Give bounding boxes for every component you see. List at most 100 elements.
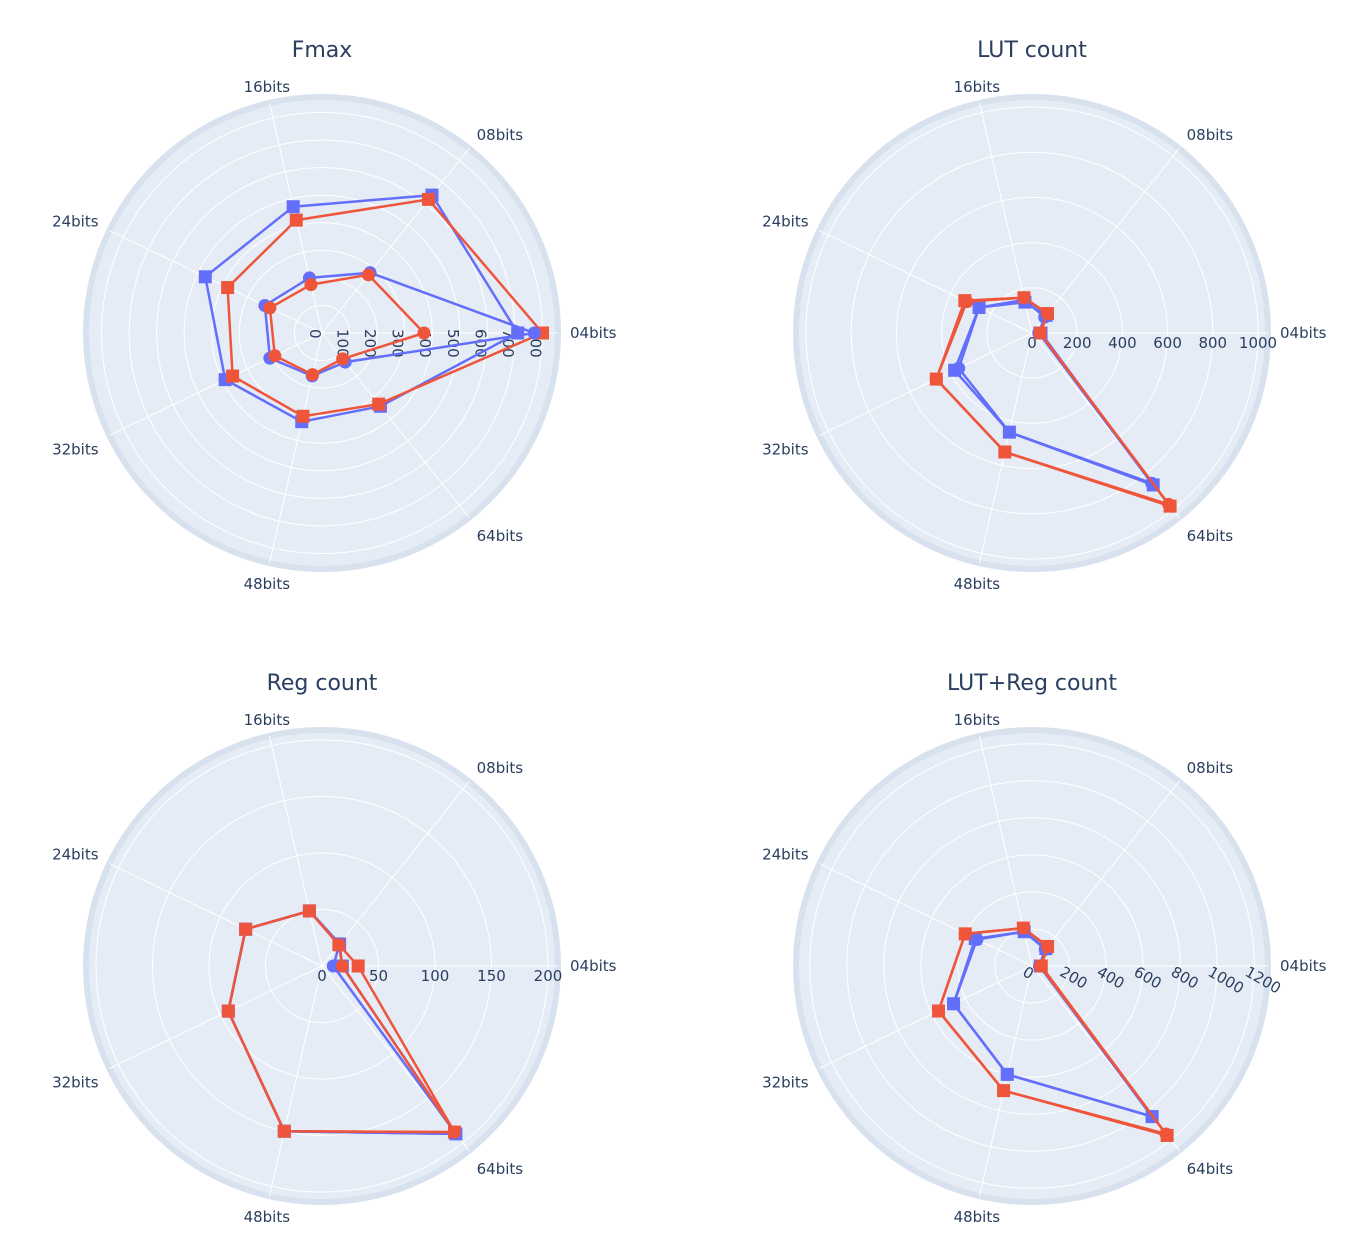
angular-label-08bits: 08bits [1187,126,1234,144]
radial-tick-label: 300 [389,329,407,358]
angular-label-24bits: 24bits [762,845,809,863]
data-point-circle [997,1084,1011,1098]
data-point-square [422,192,436,206]
angular-label-04bits: 04bits [570,957,617,975]
radar-panel-2: LUT count 04bits 08bits 16bits 24bits 32bits 4… [762,38,1327,593]
angular-label-24bits: 24bits [52,845,99,863]
angular-label-48bits: 48bits [954,575,1001,593]
angular-label-16bits: 16bits [954,711,1001,729]
grid-spoke [109,230,323,334]
data-point-circle [952,361,966,375]
radial-tick-label: 200 [534,967,563,985]
angular-label-16bits: 16bits [244,711,291,729]
angular-label-64bits: 64bits [1187,1160,1234,1178]
grid-spoke [1031,781,1180,967]
data-point-circle [263,301,277,315]
angular-label-48bits: 48bits [954,1208,1001,1226]
series-trace-4 [263,268,431,382]
grid-spoke [268,965,323,1197]
radial-tick-label: 100 [334,329,352,358]
radial-tick-label: 200 [1063,334,1092,352]
radial-tick-label: 0 [317,967,327,985]
data-point-square [296,409,310,423]
radar-panel-4: LUT+Reg count 04bits 08bits 16bits 24bits 32b… [762,671,1327,1226]
data-point-square [372,397,386,411]
data-point-circle [335,959,349,973]
angular-label-24bits: 24bits [762,212,809,230]
series-trace-2 [221,192,549,423]
grid-spoke [109,965,323,1069]
angular-label-16bits: 16bits [244,78,291,96]
data-point-circle [277,1124,291,1138]
data-point-circle [527,326,541,340]
data-point-circle [268,349,282,363]
angular-label-32bits: 32bits [52,1074,99,1092]
grid-spoke [978,965,1033,1197]
angular-label-32bits: 32bits [52,441,99,459]
angular-label-48bits: 48bits [244,1208,291,1226]
data-point-circle [1000,1067,1014,1081]
data-point-circle [947,997,961,1011]
grid-spoke [109,332,323,436]
radial-tick-label: 150 [477,967,506,985]
data-point-circle [336,352,350,366]
data-point-square [198,270,212,284]
radial-tick-label: 0 [306,329,324,339]
data-point-circle [1016,921,1030,935]
data-point-circle [958,927,972,941]
data-point-circle [332,938,346,952]
data-point-circle [970,932,984,946]
radial-tick-label: 600 [1153,334,1182,352]
angular-label-64bits: 64bits [477,1160,524,1178]
radial-tick-label: 500 [444,329,462,358]
data-point-square [226,369,240,383]
data-point-square [221,281,235,295]
data-point-circle [221,1004,235,1018]
data-point-square [289,213,303,227]
chart-title: Fmax [292,38,353,63]
data-point-circle [1002,425,1016,439]
radial-tick-label: 1000 [1239,334,1277,352]
data-point-circle [929,372,943,386]
data-point-circle [1033,326,1047,340]
series-trace-4 [221,904,461,1139]
data-point-circle [1033,959,1047,973]
data-point-circle [239,922,253,936]
angular-label-32bits: 32bits [762,441,809,459]
grid-spoke [819,965,1033,1069]
series-line [204,193,519,423]
data-point-circle [1162,497,1176,511]
grid-spoke [109,863,323,967]
grid-spoke [321,781,470,967]
series-line [227,909,456,1134]
grid-spoke [819,332,1033,436]
angular-label-48bits: 48bits [244,575,291,593]
grid-spoke [321,148,470,334]
angular-label-08bits: 08bits [1187,759,1234,777]
angular-label-32bits: 32bits [762,1074,809,1092]
data-point-circle [305,368,319,382]
series-trace-4 [932,921,1173,1141]
angular-label-24bits: 24bits [52,212,99,230]
grid-spoke [1031,148,1180,334]
data-point-square [351,959,365,973]
grid-spoke [819,863,1033,967]
angular-label-08bits: 08bits [477,759,524,777]
data-point-circle [304,278,318,292]
series-trace-4 [929,291,1176,511]
data-point-circle [1041,307,1054,321]
grid-spoke [268,735,323,967]
grid-spoke [819,230,1033,334]
chart-title: LUT count [977,38,1087,63]
data-point-circle [972,301,986,315]
angular-label-16bits: 16bits [954,78,1001,96]
angular-label-04bits: 04bits [570,324,617,342]
data-point-circle [361,268,375,282]
angular-label-08bits: 08bits [477,126,524,144]
data-point-circle [998,445,1012,459]
chart-title: Reg count [267,671,378,696]
data-point-circle [1041,939,1055,953]
data-point-circle [1017,291,1031,305]
